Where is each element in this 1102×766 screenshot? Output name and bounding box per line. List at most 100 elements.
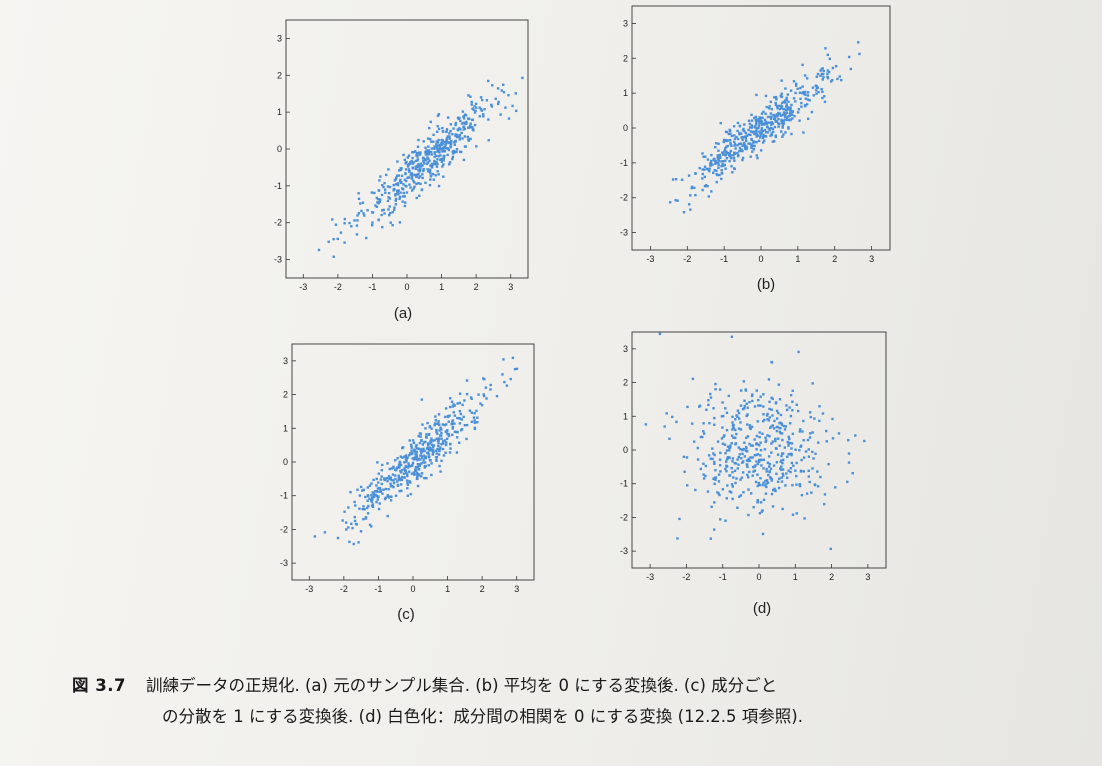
scatter-point xyxy=(473,123,477,127)
scatter-point xyxy=(435,456,439,459)
x-tick-label: -1 xyxy=(719,572,727,582)
scatter-point xyxy=(702,155,705,158)
scatter-point xyxy=(821,78,824,81)
scatter-point xyxy=(750,492,753,495)
scatter-point xyxy=(449,143,453,146)
scatter-point xyxy=(380,213,383,217)
scatter-point xyxy=(415,196,418,200)
scatter-point xyxy=(749,456,752,459)
scatter-point xyxy=(455,150,458,154)
scatter-point xyxy=(351,526,354,530)
scatter-point xyxy=(694,172,697,175)
scatter-point xyxy=(726,139,730,142)
scatter-point xyxy=(771,414,774,417)
scatter-point xyxy=(381,492,384,495)
scatter-point xyxy=(724,159,727,163)
x-tick-label: 1 xyxy=(439,282,444,292)
scatter-point xyxy=(396,456,399,460)
x-tick-label: -2 xyxy=(683,254,691,264)
scatter-point xyxy=(353,515,357,519)
scatter-point xyxy=(777,383,781,386)
scatter-point xyxy=(487,79,490,83)
scatter-point xyxy=(701,172,704,176)
scatter-point xyxy=(799,445,802,448)
scatter-point xyxy=(739,447,742,451)
scatter-point xyxy=(696,446,699,450)
scatter-point xyxy=(440,437,443,440)
scatter-point xyxy=(479,96,483,99)
scatter-point xyxy=(480,404,484,407)
scatter-point xyxy=(768,434,771,438)
scatter-point xyxy=(467,94,470,97)
scatter-point xyxy=(813,417,816,420)
scatter-point xyxy=(812,94,815,97)
scatter-point xyxy=(481,98,484,102)
scatter-point xyxy=(441,440,445,443)
scatter-point xyxy=(736,458,739,461)
scatter-point xyxy=(761,432,764,435)
scatter-point xyxy=(727,394,731,398)
scatter-point xyxy=(808,99,811,102)
scatter-point xyxy=(720,415,724,418)
scatter-point xyxy=(763,118,767,122)
scatter-point xyxy=(708,167,711,170)
scatter-point xyxy=(761,129,765,133)
scatter-point xyxy=(716,155,719,159)
scatter-point xyxy=(397,169,401,172)
scatter-point xyxy=(758,483,762,487)
scatter-point xyxy=(754,122,758,126)
scatter-point xyxy=(435,437,439,440)
panel-label-d: (d) xyxy=(752,600,772,617)
scatter-point xyxy=(828,57,831,61)
scatter-point xyxy=(463,424,467,427)
scatter-point xyxy=(462,117,466,120)
scatter-point xyxy=(737,153,740,157)
scatter-point xyxy=(778,112,782,115)
scatter-points xyxy=(313,356,519,546)
scatter-point xyxy=(725,145,728,148)
scatter-point xyxy=(440,431,443,435)
scatter-point xyxy=(405,459,408,463)
scatter-point xyxy=(407,154,411,157)
scatter-point xyxy=(723,434,726,437)
scatter-point xyxy=(762,481,765,484)
scatter-point xyxy=(387,168,390,171)
scatter-point xyxy=(406,494,409,497)
scatter-point xyxy=(384,496,387,499)
scatter-point xyxy=(400,187,404,190)
scatter-point xyxy=(787,442,791,445)
scatter-point xyxy=(428,168,432,171)
scatter-point xyxy=(760,129,763,132)
scatter-point xyxy=(425,476,428,480)
scatter-point xyxy=(739,494,743,497)
scatter-point xyxy=(422,441,426,444)
scatter-point xyxy=(416,465,420,469)
scatter-point xyxy=(372,495,376,498)
scatter-point xyxy=(809,415,812,419)
scatter-point xyxy=(722,160,725,163)
scatter-point xyxy=(778,398,782,401)
scatter-point xyxy=(376,201,379,204)
scatter-point xyxy=(438,447,442,451)
scatter-point xyxy=(331,218,334,221)
scatter-point xyxy=(505,384,509,387)
scatter-point xyxy=(430,140,433,143)
scatter-point xyxy=(371,211,375,214)
scatter-point xyxy=(732,426,735,429)
scatter-point xyxy=(424,427,427,430)
scatter-point xyxy=(458,135,461,139)
scatter-point xyxy=(405,160,408,164)
scatter-point xyxy=(411,173,414,176)
scatter-point xyxy=(750,394,754,398)
scatter-point xyxy=(388,467,391,471)
scatter-point xyxy=(400,475,404,479)
scatter-point xyxy=(742,141,746,145)
scatter-point xyxy=(445,137,449,140)
scatter-point xyxy=(388,477,391,481)
scatter-point xyxy=(433,151,436,154)
scatter-point xyxy=(748,401,751,404)
scatter-point xyxy=(496,102,500,106)
scatter-point xyxy=(497,100,500,104)
scatter-point xyxy=(765,482,768,485)
scatter-point xyxy=(780,423,784,427)
